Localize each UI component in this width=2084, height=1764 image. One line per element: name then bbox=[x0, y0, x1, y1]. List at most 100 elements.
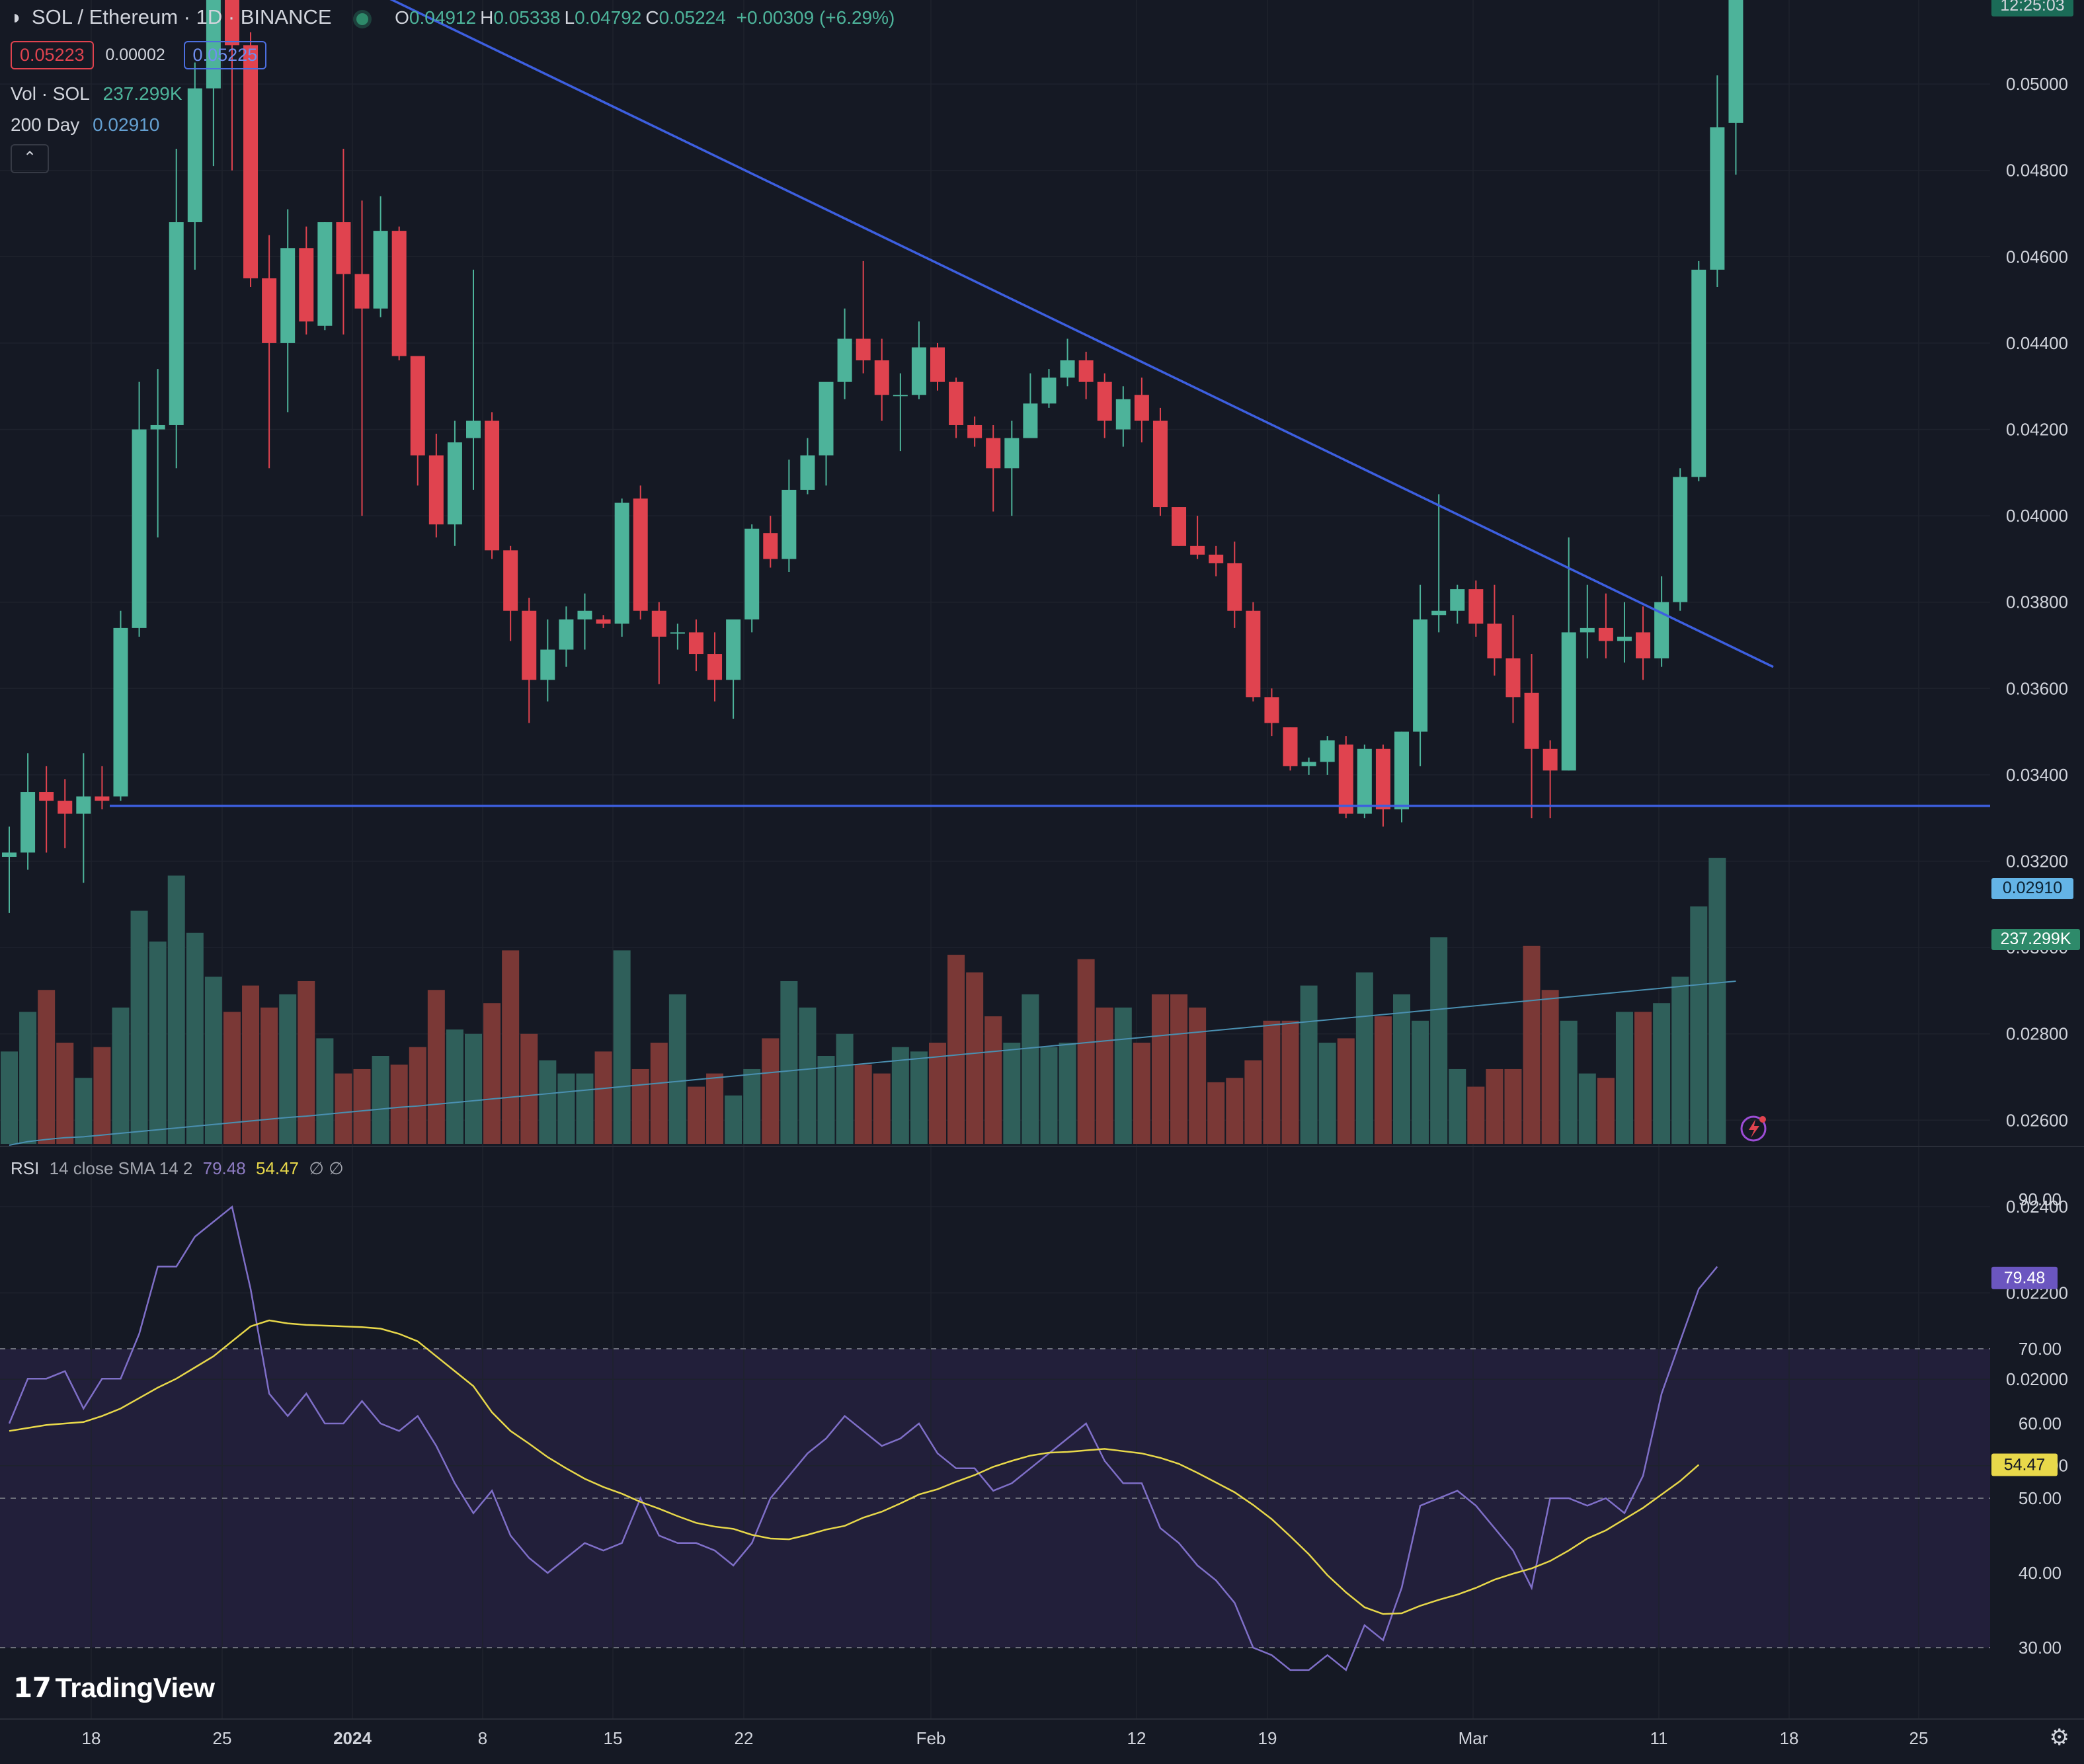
price-axis-label[interactable]: 0.03200 bbox=[2006, 852, 2068, 871]
candle[interactable] bbox=[911, 321, 926, 399]
candle[interactable] bbox=[187, 62, 202, 270]
candle[interactable] bbox=[577, 593, 592, 650]
candle[interactable] bbox=[1134, 378, 1149, 443]
time-axis-label[interactable]: 18 bbox=[1780, 1728, 1799, 1748]
candle[interactable] bbox=[1710, 75, 1725, 288]
candle[interactable] bbox=[1728, 0, 1743, 175]
candle[interactable] bbox=[428, 434, 444, 538]
candle[interactable] bbox=[1598, 593, 1613, 659]
candle[interactable] bbox=[132, 381, 147, 637]
candle[interactable] bbox=[1431, 494, 1447, 633]
ask-button[interactable]: 0.05225 bbox=[183, 41, 267, 69]
candle[interactable] bbox=[299, 226, 314, 335]
candle[interactable] bbox=[336, 149, 351, 335]
candle[interactable] bbox=[354, 200, 370, 516]
candle[interactable] bbox=[1283, 727, 1298, 771]
candle[interactable] bbox=[1413, 584, 1428, 766]
candle[interactable] bbox=[1023, 373, 1038, 438]
price-axis-label[interactable]: 0.03800 bbox=[2006, 592, 2068, 612]
candle[interactable] bbox=[1152, 407, 1168, 516]
rsi-axis-label[interactable]: 30.00 bbox=[2019, 1638, 2062, 1658]
candle[interactable] bbox=[447, 421, 462, 546]
candle[interactable] bbox=[243, 32, 259, 288]
candle[interactable] bbox=[1450, 584, 1465, 624]
time-axis-label[interactable]: 2024 bbox=[333, 1728, 372, 1748]
candle[interactable] bbox=[522, 598, 537, 723]
price-axis-label[interactable]: 0.04200 bbox=[2006, 420, 2068, 440]
candle[interactable] bbox=[596, 615, 611, 628]
candle[interactable] bbox=[726, 619, 741, 719]
candle[interactable] bbox=[1078, 351, 1094, 399]
countdown-tag[interactable]: 12:25:03 bbox=[1991, 0, 2073, 17]
candle[interactable] bbox=[930, 342, 945, 391]
candle[interactable] bbox=[874, 339, 889, 421]
candle[interactable] bbox=[1301, 757, 1316, 775]
candle[interactable] bbox=[1617, 602, 1632, 663]
candle[interactable] bbox=[688, 619, 703, 672]
tradingview-logo[interactable]: 𝟭𝟳 TradingView bbox=[13, 1671, 215, 1704]
candle[interactable] bbox=[39, 766, 54, 853]
candle[interactable] bbox=[224, 0, 239, 171]
candle[interactable] bbox=[206, 0, 221, 167]
candle[interactable] bbox=[150, 369, 165, 538]
time-axis-label[interactable]: 25 bbox=[1909, 1728, 1929, 1748]
symbol-logo-icon[interactable]: ◗ bbox=[11, 7, 23, 28]
symbol-title[interactable]: SOL / Ethereum · 1D · BINANCE bbox=[31, 5, 332, 28]
time-axis-label[interactable]: 11 bbox=[1650, 1728, 1668, 1748]
candle[interactable] bbox=[1097, 373, 1112, 438]
candle[interactable] bbox=[20, 753, 36, 870]
time-axis-label[interactable]: 18 bbox=[82, 1728, 101, 1748]
candle[interactable] bbox=[893, 373, 908, 452]
ma-tag[interactable]: 0.02910 bbox=[1991, 878, 2073, 899]
rsi-ma-tag[interactable]: 54.47 bbox=[1991, 1453, 2058, 1476]
resistance-trendline[interactable] bbox=[222, 0, 1774, 668]
candle[interactable] bbox=[1115, 386, 1131, 447]
price-axis-label[interactable]: 0.03600 bbox=[2006, 678, 2068, 698]
candle[interactable] bbox=[1673, 468, 1688, 611]
candle[interactable] bbox=[1580, 584, 1595, 659]
candle[interactable] bbox=[1524, 654, 1539, 819]
candle[interactable] bbox=[1561, 537, 1576, 771]
price-axis-label[interactable]: 0.02000 bbox=[2006, 1369, 2068, 1389]
settings-icon[interactable]: ⚙ bbox=[2049, 1725, 2069, 1750]
time-axis-label[interactable]: 15 bbox=[604, 1728, 623, 1748]
candle[interactable] bbox=[373, 196, 388, 317]
time-axis-label[interactable]: 8 bbox=[478, 1728, 487, 1748]
time-axis-label[interactable]: 22 bbox=[735, 1728, 754, 1748]
candle[interactable] bbox=[391, 226, 407, 361]
candle[interactable] bbox=[856, 261, 871, 374]
time-axis-label[interactable]: Mar bbox=[1459, 1728, 1488, 1748]
candle[interactable] bbox=[503, 545, 518, 641]
candle[interactable] bbox=[169, 149, 184, 469]
candle[interactable] bbox=[1060, 339, 1075, 387]
candle[interactable] bbox=[1375, 744, 1390, 827]
price-axis-label[interactable]: 0.04400 bbox=[2006, 333, 2068, 353]
rsi-axis-label[interactable]: 50.00 bbox=[2019, 1488, 2062, 1508]
bid-button[interactable]: 0.05223 bbox=[11, 41, 94, 69]
candle[interactable] bbox=[1320, 736, 1335, 775]
candle[interactable] bbox=[986, 424, 1001, 512]
candle[interactable] bbox=[485, 412, 500, 559]
candle[interactable] bbox=[1338, 736, 1353, 819]
candle[interactable] bbox=[1691, 261, 1706, 481]
candle[interactable] bbox=[1190, 516, 1205, 559]
candle[interactable] bbox=[949, 378, 964, 438]
candle[interactable] bbox=[95, 766, 110, 810]
volume-tag[interactable]: 237.299K bbox=[1991, 929, 2080, 950]
candle[interactable] bbox=[1004, 421, 1020, 516]
candle[interactable] bbox=[1654, 576, 1669, 667]
candle[interactable] bbox=[670, 623, 685, 650]
candle[interactable] bbox=[633, 485, 648, 620]
candle[interactable] bbox=[763, 516, 778, 568]
candle[interactable] bbox=[1209, 545, 1224, 577]
rsi-axis-label[interactable]: 40.00 bbox=[2019, 1563, 2062, 1583]
candle[interactable] bbox=[540, 619, 555, 702]
ma-legend[interactable]: 200 Day 0.02910 bbox=[11, 114, 159, 136]
candle[interactable] bbox=[280, 209, 296, 413]
price-axis-label[interactable]: 0.02400 bbox=[2006, 1197, 2068, 1217]
candle[interactable] bbox=[782, 460, 797, 572]
candle[interactable] bbox=[707, 632, 723, 702]
candle[interactable] bbox=[2, 826, 17, 913]
candle[interactable] bbox=[76, 753, 91, 883]
rsi-axis-label[interactable]: 60.00 bbox=[2019, 1414, 2062, 1433]
